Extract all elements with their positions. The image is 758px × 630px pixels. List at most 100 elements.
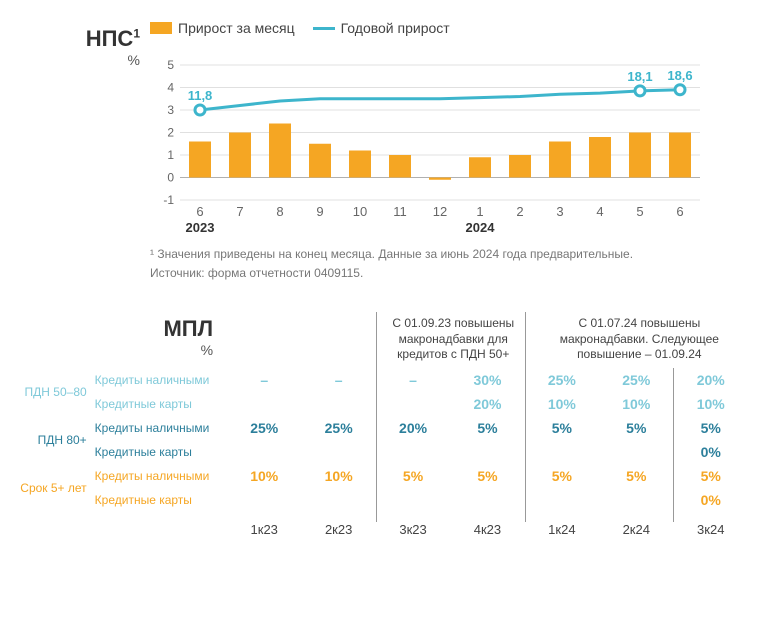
svg-text:7: 7 bbox=[236, 204, 243, 219]
svg-text:2: 2 bbox=[516, 204, 523, 219]
mpl-cell: 10% bbox=[673, 392, 748, 416]
svg-text:2: 2 bbox=[167, 126, 174, 140]
mpl-cell bbox=[450, 488, 524, 512]
svg-text:5: 5 bbox=[636, 204, 643, 219]
svg-text:2023: 2023 bbox=[186, 220, 215, 235]
mpl-cell bbox=[301, 440, 375, 464]
mpl-title: МПЛ bbox=[12, 316, 213, 342]
mpl-row-sublabel: Кредиты наличными bbox=[93, 464, 227, 488]
footnote-line: Источник: форма отчетности 0409115. bbox=[150, 265, 748, 282]
mpl-cell: 20% bbox=[673, 368, 748, 392]
svg-text:18,1: 18,1 bbox=[627, 69, 652, 84]
svg-text:12: 12 bbox=[433, 204, 447, 219]
svg-text:11,8: 11,8 bbox=[188, 88, 213, 103]
mpl-period-label: 2к23 bbox=[301, 512, 375, 541]
mpl-cell bbox=[301, 392, 375, 416]
mpl-cell: – bbox=[301, 368, 375, 392]
mpl-period-label: 3к23 bbox=[376, 512, 450, 541]
mpl-cell: 5% bbox=[599, 464, 673, 488]
mpl-period-label: 1к24 bbox=[525, 512, 599, 541]
svg-text:18,6: 18,6 bbox=[667, 68, 692, 83]
nps-footnotes: ¹ Значения приведены на конец месяца. Да… bbox=[150, 246, 748, 282]
mpl-cell bbox=[376, 440, 450, 464]
mpl-cell: 0% bbox=[673, 488, 748, 512]
mpl-cell: 30% bbox=[450, 368, 524, 392]
nps-title-super: 1 bbox=[133, 27, 140, 41]
mpl-cell bbox=[227, 488, 301, 512]
mpl-cell: 25% bbox=[301, 416, 375, 440]
mpl-cell: – bbox=[376, 368, 450, 392]
mpl-cell bbox=[525, 488, 599, 512]
mpl-cell bbox=[525, 440, 599, 464]
legend-line-item: Годовой прирост bbox=[313, 20, 450, 36]
legend-bar-item: Прирост за месяц bbox=[150, 20, 295, 36]
mpl-cell: 20% bbox=[376, 416, 450, 440]
nps-unit: % bbox=[10, 52, 140, 68]
mpl-period-label: 4к23 bbox=[450, 512, 524, 541]
mpl-header-note-1: С 01.09.23 повышены макронадбавки для кр… bbox=[376, 312, 525, 368]
mpl-cell: 0% bbox=[673, 440, 748, 464]
nps-legend: Прирост за месяц Годовой прирост bbox=[150, 20, 710, 36]
mpl-cell: 10% bbox=[599, 392, 673, 416]
mpl-cell: 20% bbox=[450, 392, 524, 416]
mpl-cell: 5% bbox=[673, 464, 748, 488]
svg-text:3: 3 bbox=[167, 103, 174, 117]
legend-line-swatch bbox=[313, 27, 335, 30]
nps-title-text: НПС bbox=[86, 26, 134, 51]
svg-text:8: 8 bbox=[276, 204, 283, 219]
mpl-cell: 5% bbox=[450, 464, 524, 488]
svg-text:0: 0 bbox=[167, 171, 174, 185]
svg-text:9: 9 bbox=[316, 204, 323, 219]
mpl-cell: 25% bbox=[599, 368, 673, 392]
mpl-cell: 25% bbox=[525, 368, 599, 392]
mpl-group-label: ПДН 50–80 bbox=[10, 368, 93, 416]
mpl-unit: % bbox=[12, 342, 213, 358]
nps-title: НПС1 bbox=[10, 26, 140, 52]
mpl-cell bbox=[227, 440, 301, 464]
mpl-group-label: ПДН 80+ bbox=[10, 416, 93, 464]
svg-text:3: 3 bbox=[556, 204, 563, 219]
legend-bar-label: Прирост за месяц bbox=[178, 20, 295, 36]
mpl-period-label: 1к23 bbox=[227, 512, 301, 541]
mpl-cell: 10% bbox=[227, 464, 301, 488]
mpl-cell: 10% bbox=[525, 392, 599, 416]
mpl-cell: 5% bbox=[673, 416, 748, 440]
mpl-cell bbox=[376, 488, 450, 512]
svg-text:4: 4 bbox=[596, 204, 603, 219]
legend-bar-swatch bbox=[150, 22, 172, 34]
svg-text:10: 10 bbox=[353, 204, 367, 219]
svg-text:6: 6 bbox=[196, 204, 203, 219]
mpl-cell bbox=[450, 440, 524, 464]
mpl-row-sublabel: Кредиты наличными bbox=[93, 368, 227, 392]
svg-text:-1: -1 bbox=[163, 193, 174, 207]
mpl-cell: 10% bbox=[301, 464, 375, 488]
mpl-row-sublabel: Кредитные карты bbox=[93, 440, 227, 464]
mpl-cell bbox=[227, 392, 301, 416]
mpl-cell: 25% bbox=[227, 416, 301, 440]
mpl-cell bbox=[599, 440, 673, 464]
mpl-cell: 5% bbox=[599, 416, 673, 440]
svg-text:6: 6 bbox=[676, 204, 683, 219]
svg-text:4: 4 bbox=[167, 81, 174, 95]
nps-section: НПС1 % Прирост за месяц Годовой прирост … bbox=[10, 20, 748, 282]
mpl-row-sublabel: Кредитные карты bbox=[93, 488, 227, 512]
mpl-section: МПЛ% С 01.09.23 повышены макронадбавки дл… bbox=[10, 312, 748, 541]
footnote-line: ¹ Значения приведены на конец месяца. Да… bbox=[150, 246, 748, 263]
mpl-cell: – bbox=[227, 368, 301, 392]
mpl-period-label: 3к24 bbox=[673, 512, 748, 541]
svg-text:11: 11 bbox=[393, 204, 407, 219]
mpl-row-sublabel: Кредиты наличными bbox=[93, 416, 227, 440]
mpl-cell bbox=[301, 488, 375, 512]
svg-text:2024: 2024 bbox=[466, 220, 496, 235]
mpl-cell bbox=[599, 488, 673, 512]
mpl-header-note-2: С 01.07.24 повышены макронадбавки. Следу… bbox=[525, 312, 748, 368]
mpl-cell: 5% bbox=[525, 464, 599, 488]
svg-text:5: 5 bbox=[167, 58, 174, 72]
nps-chart-wrap: НПС1 % Прирост за месяц Годовой прирост … bbox=[10, 20, 748, 240]
mpl-group-label: Срок 5+ лет bbox=[10, 464, 93, 512]
legend-line-label: Годовой прирост bbox=[341, 20, 450, 36]
mpl-cell: 5% bbox=[525, 416, 599, 440]
nps-chart-area: Прирост за месяц Годовой прирост -101234… bbox=[150, 20, 710, 240]
nps-title-block: НПС1 % bbox=[10, 20, 150, 240]
svg-text:1: 1 bbox=[476, 204, 483, 219]
